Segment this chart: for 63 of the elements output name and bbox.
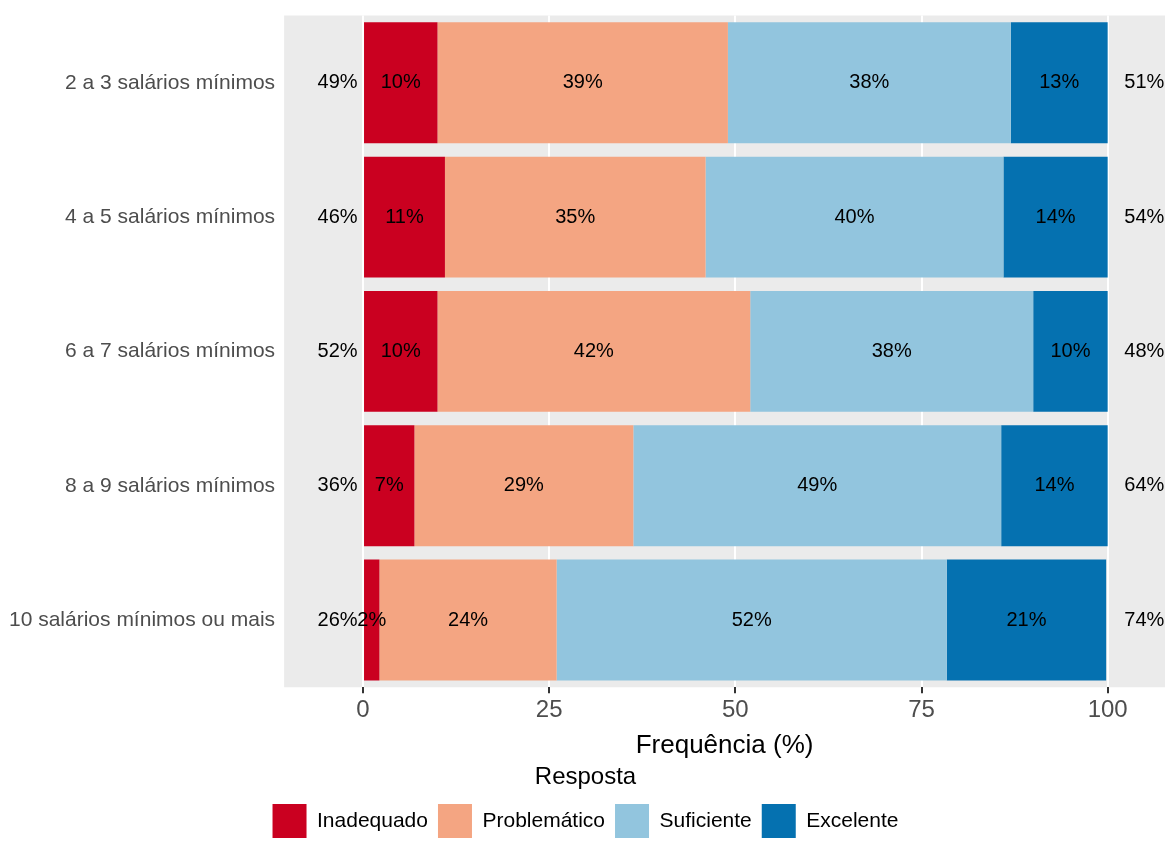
data-label: 10% (1050, 338, 1091, 361)
y-tick-label: 4 a 5 salários mínimos (65, 203, 276, 227)
data-label: 14% (1035, 204, 1076, 227)
bar (1001, 425, 1108, 547)
bar (750, 290, 1034, 412)
annotation: 26% (317, 607, 358, 630)
data-label: 49% (797, 473, 838, 496)
data-label: 14% (1034, 473, 1075, 496)
annotation: 46% (317, 204, 358, 227)
bar (1010, 22, 1108, 144)
data-label: 13% (1039, 70, 1080, 93)
annotation: 51% (1124, 70, 1165, 93)
bar (364, 425, 415, 547)
bar (444, 156, 706, 278)
legend-title: Resposta (534, 761, 637, 789)
annotation: 36% (317, 473, 358, 496)
annotation: 64% (1124, 473, 1165, 496)
data-label: 38% (849, 70, 890, 93)
y-tick-label: 10 salários mínimos ou mais (8, 606, 276, 630)
x-tick-label: 50 (722, 695, 749, 723)
y-tick-label: 6 a 7 salários mínimos (65, 338, 276, 362)
data-label: 52% (731, 607, 772, 630)
annotation: 48% (1124, 338, 1165, 361)
bar (946, 559, 1107, 681)
annotation: 52% (317, 338, 358, 361)
legend-label: Excelente (806, 807, 899, 831)
bar (364, 290, 438, 412)
data-label: 38% (871, 338, 912, 361)
annotation: 74% (1124, 607, 1165, 630)
bar (727, 22, 1011, 144)
x-axis-title: Frequência (%) (635, 728, 814, 759)
data-label: 29% (503, 473, 545, 496)
bar (556, 559, 947, 681)
bar (1003, 156, 1108, 278)
data-label: 42% (573, 338, 615, 361)
bar (1033, 290, 1108, 412)
legend-label: Suficiente (659, 807, 752, 831)
x-tick-label: 100 (1087, 695, 1128, 723)
legend-label: Inadequado (317, 807, 428, 831)
bar (364, 22, 438, 144)
data-label: 21% (1006, 607, 1047, 630)
data-label: 24% (448, 607, 489, 630)
annotation: 54% (1124, 204, 1165, 227)
bar (364, 156, 445, 278)
data-label: 39% (562, 70, 603, 93)
bar (705, 156, 1004, 278)
bar (437, 290, 751, 412)
data-label: 10% (380, 70, 421, 93)
legend-label: Problemático (482, 807, 606, 831)
bar (414, 425, 634, 547)
annotation: 49% (317, 70, 358, 93)
y-tick-label: 2 a 3 salários mínimos (65, 69, 276, 93)
data-label: 35% (555, 204, 596, 227)
y-tick-label: 8 a 9 salários mínimos (65, 472, 276, 496)
data-label: 10% (380, 338, 421, 361)
x-tick-label: 0 (356, 695, 370, 723)
data-label: 40% (834, 204, 875, 227)
x-tick-label: 75 (908, 695, 935, 723)
bar (633, 425, 1002, 547)
data-label: 7% (374, 473, 404, 496)
bar (437, 22, 728, 144)
data-label: 11% (385, 204, 424, 227)
x-tick-label: 25 (535, 695, 563, 723)
